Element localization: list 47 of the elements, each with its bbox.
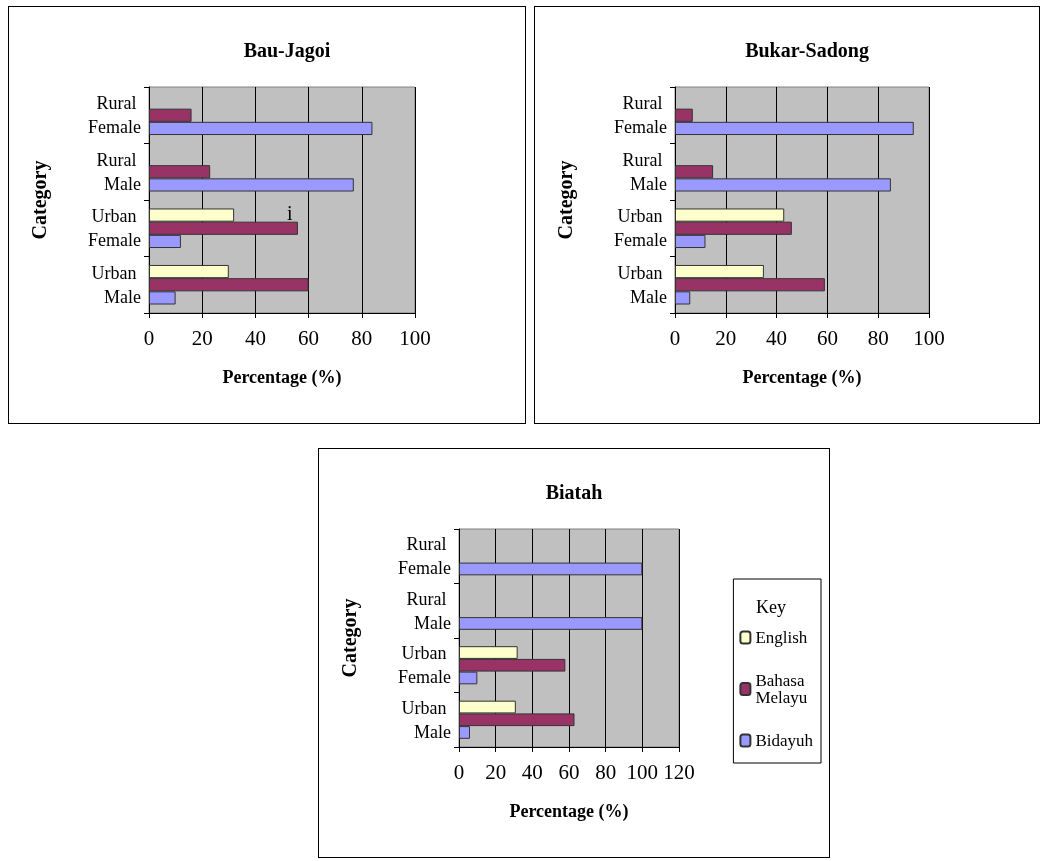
x-tick-label: 60 — [298, 325, 320, 350]
legend-label: Bahasa Melayu — [755, 671, 809, 707]
x-tick-label: 100 — [626, 759, 659, 784]
x-tick-label: 40 — [766, 325, 788, 350]
y-tick-label: Urban Male — [617, 262, 668, 307]
x-tick-label: 100 — [913, 325, 945, 350]
y-axis-title: Category — [28, 160, 51, 240]
x-tick-label: 20 — [191, 325, 213, 350]
y-tick-label: Urban Male — [91, 262, 142, 307]
legend-title: Key — [756, 597, 787, 617]
chart-title: Bukar-Sadong — [745, 39, 869, 62]
annotation: i — [287, 202, 293, 224]
y-axis-title: Category — [338, 598, 361, 678]
chart-title: Bau-Jagoi — [243, 39, 331, 62]
x-tick-label: 120 — [663, 759, 695, 784]
y-tick-label: Rural Male — [406, 588, 452, 633]
x-tick-label: 40 — [521, 759, 543, 784]
y-tick-label: Rural Male — [96, 149, 142, 194]
y-tick-label: Rural Female — [614, 93, 668, 138]
x-tick-label: 80 — [867, 325, 889, 350]
x-tick-label: 80 — [351, 325, 373, 350]
x-tick-label: 40 — [244, 325, 266, 350]
x-tick-label: 0 — [143, 325, 155, 350]
x-tick-label: 20 — [715, 325, 737, 350]
y-tick-label: Urban Female — [398, 643, 452, 688]
x-tick-label: 60 — [558, 759, 580, 784]
legend-label: Bidayuh — [755, 731, 814, 750]
x-tick-label: 0 — [669, 325, 681, 350]
y-tick-label: Rural Male — [622, 149, 668, 194]
x-tick-label: 100 — [399, 325, 431, 350]
chart-title: Biatah — [545, 481, 603, 503]
y-tick-label: Rural Female — [398, 534, 452, 579]
x-tick-label: 0 — [453, 759, 465, 784]
y-tick-label: Rural Female — [88, 93, 142, 138]
legend-label: English — [755, 628, 808, 647]
x-axis-title: Percentage (%) — [222, 367, 342, 388]
bar — [459, 617, 643, 630]
x-tick-label: 60 — [816, 325, 838, 350]
bar — [459, 562, 643, 576]
x-axis-title: Percentage (%) — [742, 367, 862, 388]
x-tick-label: 20 — [485, 759, 507, 784]
y-axis-title: Category — [554, 160, 577, 240]
y-tick-label: Urban Male — [401, 697, 452, 742]
y-tick-label: Urban Female — [614, 206, 668, 251]
x-tick-label: 80 — [595, 759, 617, 784]
x-axis-title: Percentage (%) — [509, 801, 629, 822]
y-tick-label: Urban Female — [88, 206, 142, 251]
